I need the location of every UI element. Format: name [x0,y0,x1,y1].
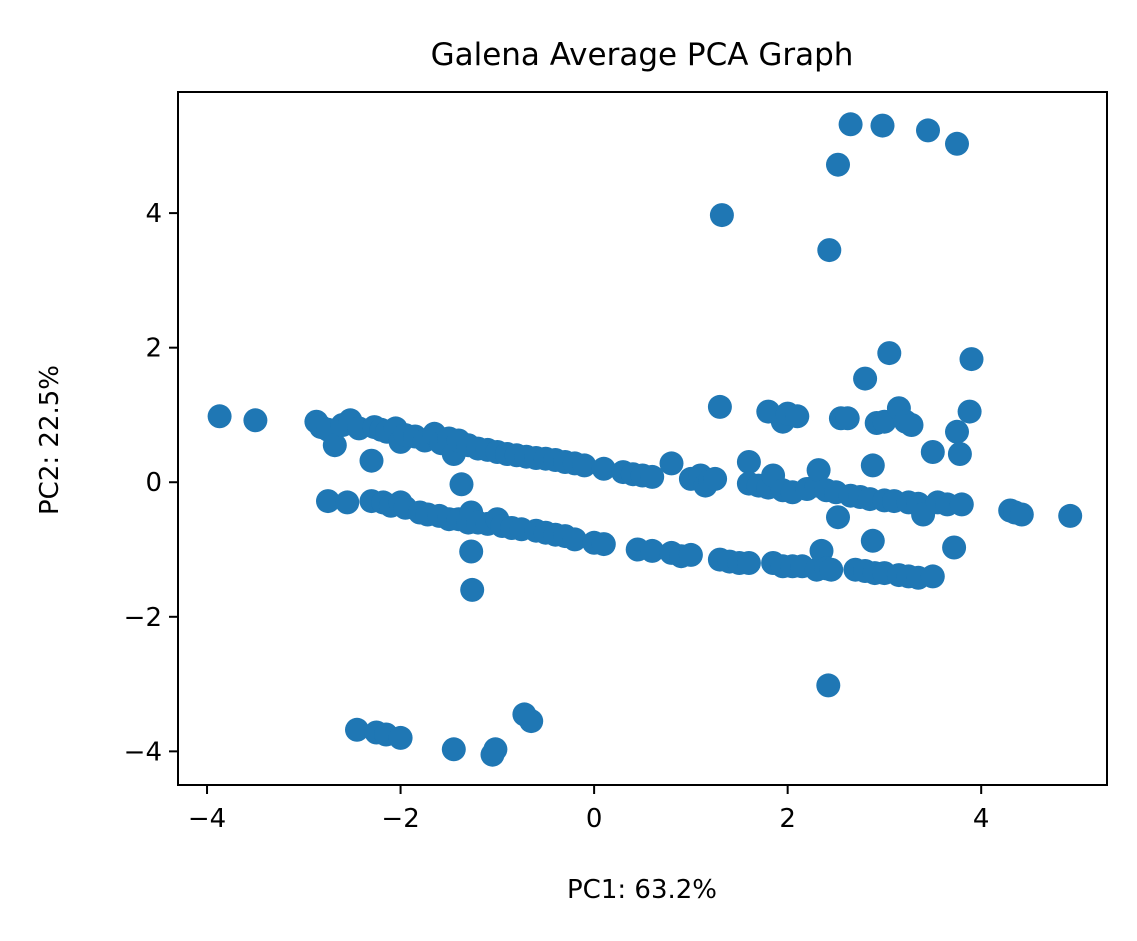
scatter-point [703,466,728,491]
chart-title: Galena Average PCA Graph [431,37,854,73]
y-axis-ticks: −4 −2 0 2 4 [124,199,178,767]
scatter-point [707,394,732,419]
scatter-point [483,737,508,762]
scatter-point [870,113,895,138]
scatter-point [736,551,761,575]
y-tick-label: 4 [145,199,162,229]
scatter-point [916,118,940,143]
scatter-point [562,527,587,552]
scatter-point [920,564,945,589]
scatter-point [942,535,967,560]
scatter-point [359,448,384,473]
scatter-point [826,152,850,177]
scatter-point [460,577,485,602]
scatter-point [709,203,734,228]
scatter-point [949,492,974,517]
scatter-point [441,737,466,762]
x-axis-label: PC1: 63.2% [567,875,717,905]
scatter-point [591,456,616,481]
scatter-point [449,472,474,497]
scatter-point [957,399,982,424]
x-tick-label: 2 [779,804,796,834]
scatter-point [838,112,863,137]
scatter-point [519,709,544,734]
scatter-point [860,528,885,553]
x-tick-label: 0 [586,804,603,834]
scatter-point [345,717,369,742]
y-tick-label: 2 [145,334,162,364]
scatter-point [806,458,831,483]
y-tick-label: −2 [124,603,162,633]
scatter-point [640,538,665,563]
y-tick-label: 0 [145,468,162,498]
scatter-point [572,453,597,478]
x-tick-label: −2 [381,804,419,834]
plot-frame [177,91,1108,786]
scatter-point [459,539,484,564]
scatter-point [860,453,885,478]
scatter-point [920,440,945,464]
scatter-point [945,131,969,156]
scatter-point [1009,502,1034,527]
scatter-point [591,532,616,557]
scatter-point [640,464,665,489]
scatter-point [1058,503,1083,528]
scatter-point [322,433,347,458]
scatter-point [388,725,413,750]
scatter-point [335,490,360,515]
scatter-point [736,450,761,474]
scatter-point [816,673,841,698]
scatter-point [945,419,969,444]
x-tick-label: −4 [188,804,226,834]
scatter-point [817,238,842,263]
scatter-point [659,451,684,476]
scatter-point [853,366,878,391]
scatter-point [819,557,844,582]
scatter-point [785,404,810,429]
y-tick-label: −4 [124,737,162,767]
x-axis-ticks: −4 −2 0 2 4 [188,785,990,834]
scatter-point [899,413,924,437]
scatter-point [678,542,703,567]
scatter-point [243,408,268,433]
scatter-point [207,404,232,429]
scatter-point [826,505,850,530]
scatter-point [835,406,860,431]
scatter-point [877,341,902,366]
scatter-point [947,442,972,466]
points-layer [207,112,1083,767]
scatter-point [959,347,984,372]
y-axis-label: PC2: 22.5% [35,365,65,515]
scatter-point [316,489,340,514]
x-tick-label: 4 [973,804,990,834]
